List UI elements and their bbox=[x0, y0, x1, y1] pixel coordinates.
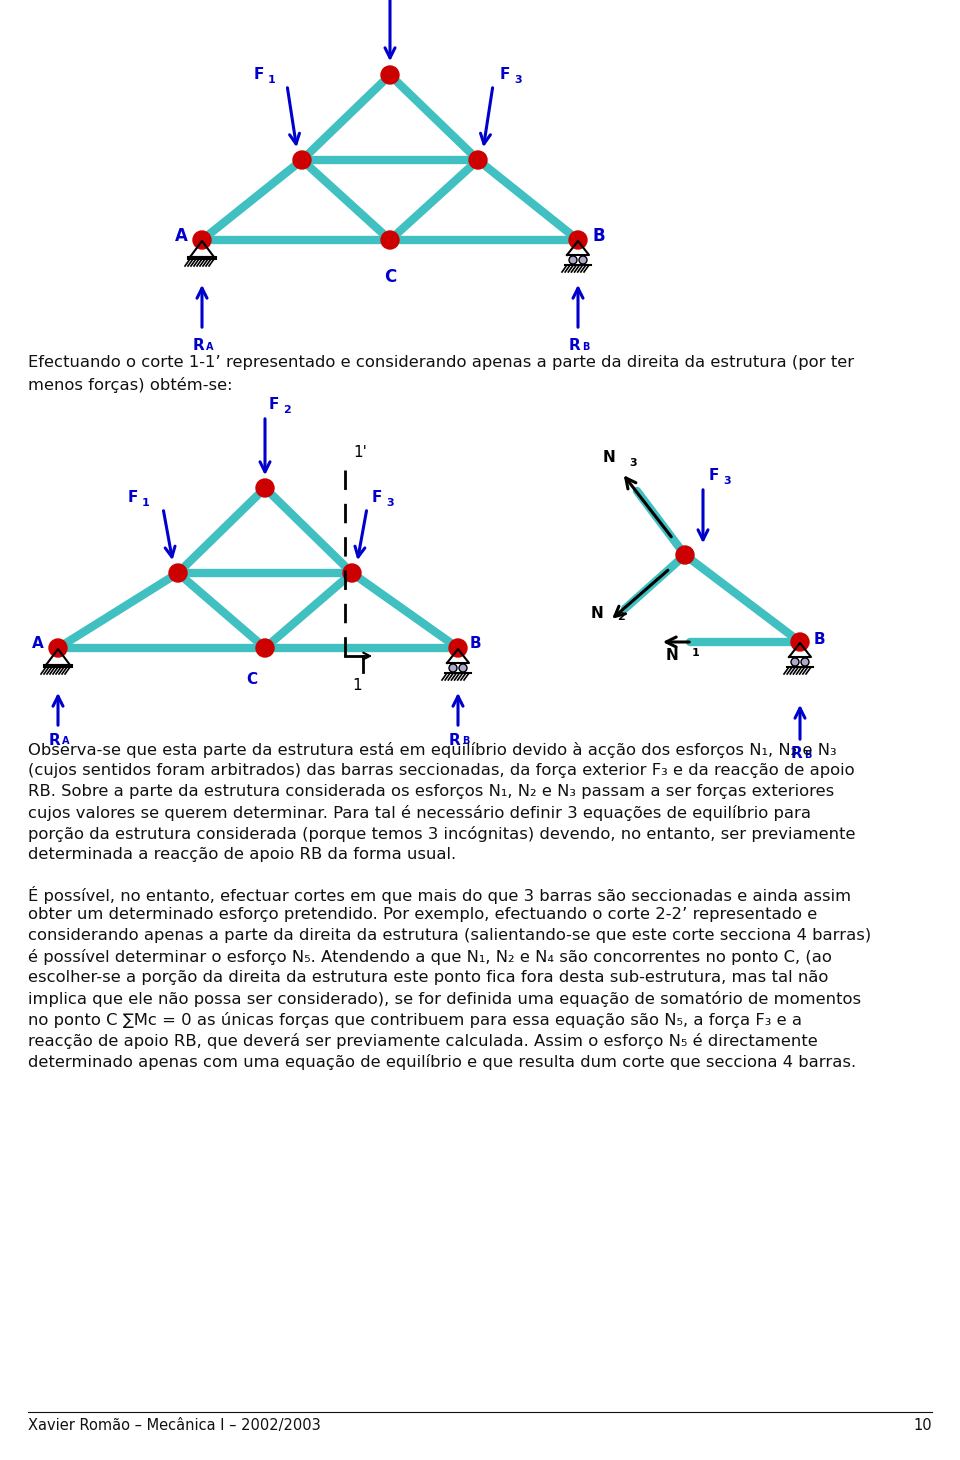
Text: F: F bbox=[372, 491, 382, 505]
Text: no ponto C ∑Mᴄ = 0 as únicas forças que contribuem para essa equação são N₅, a f: no ponto C ∑Mᴄ = 0 as únicas forças que … bbox=[28, 1012, 802, 1028]
Circle shape bbox=[791, 634, 809, 651]
Text: B: B bbox=[592, 226, 605, 245]
Text: 1: 1 bbox=[142, 498, 150, 508]
Text: determinada a reacção de apoio RB da forma usual.: determinada a reacção de apoio RB da for… bbox=[28, 847, 456, 861]
Text: R: R bbox=[48, 733, 60, 748]
Circle shape bbox=[343, 564, 361, 583]
Text: 10: 10 bbox=[913, 1418, 932, 1434]
Circle shape bbox=[569, 231, 587, 250]
Text: B: B bbox=[804, 750, 811, 761]
Text: Xavier Romão – Mecânica I – 2002/2003: Xavier Romão – Mecânica I – 2002/2003 bbox=[28, 1418, 321, 1434]
Text: A: A bbox=[62, 736, 69, 746]
Circle shape bbox=[193, 231, 211, 250]
Text: F: F bbox=[500, 67, 511, 82]
Text: (cujos sentidos foram arbitrados) das barras seccionadas, da força exterior F₃ e: (cujos sentidos foram arbitrados) das ba… bbox=[28, 764, 854, 778]
Circle shape bbox=[293, 150, 311, 169]
Text: A: A bbox=[33, 637, 44, 651]
Text: C: C bbox=[246, 672, 257, 688]
Text: 1: 1 bbox=[352, 677, 362, 694]
Text: 1': 1' bbox=[353, 445, 367, 460]
Circle shape bbox=[256, 639, 274, 657]
Text: RB. Sobre a parte da estrutura considerada os esforços N₁, N₂ e N₃ passam a ser : RB. Sobre a parte da estrutura considera… bbox=[28, 784, 834, 799]
Text: R: R bbox=[192, 339, 204, 353]
Text: 3: 3 bbox=[629, 458, 636, 469]
Text: 3: 3 bbox=[723, 476, 731, 486]
Circle shape bbox=[381, 231, 399, 250]
Text: N: N bbox=[590, 606, 603, 620]
Text: menos forças) obtém-se:: menos forças) obtém-se: bbox=[28, 377, 232, 393]
Text: porção da estrutura considerada (porque temos 3 incógnitas) devendo, no entanto,: porção da estrutura considerada (porque … bbox=[28, 826, 855, 842]
Circle shape bbox=[449, 664, 457, 672]
Text: B: B bbox=[462, 736, 469, 746]
Text: A: A bbox=[206, 342, 213, 352]
Circle shape bbox=[469, 150, 487, 169]
Text: 1: 1 bbox=[268, 74, 276, 85]
Text: B: B bbox=[814, 632, 826, 647]
Text: F: F bbox=[269, 397, 279, 412]
Circle shape bbox=[256, 479, 274, 496]
Text: F: F bbox=[709, 469, 719, 483]
Text: F: F bbox=[254, 67, 264, 82]
Text: N: N bbox=[665, 648, 678, 663]
Circle shape bbox=[579, 255, 587, 264]
Text: É possível, no entanto, efectuar cortes em que mais do que 3 barras são secciona: É possível, no entanto, efectuar cortes … bbox=[28, 886, 852, 904]
Text: B: B bbox=[470, 637, 482, 651]
Text: Efectuando o corte 1-1’ representado e considerando apenas a parte da direita da: Efectuando o corte 1-1’ representado e c… bbox=[28, 355, 854, 369]
Text: 1: 1 bbox=[692, 648, 700, 658]
Text: R: R bbox=[568, 339, 580, 353]
Text: implica que ele não possa ser considerado), se for definida uma equação de somat: implica que ele não possa ser considerad… bbox=[28, 991, 861, 1007]
Text: determinado apenas com uma equação de equilíbrio e que resulta dum corte que sec: determinado apenas com uma equação de eq… bbox=[28, 1054, 856, 1070]
Text: A: A bbox=[175, 226, 188, 245]
Text: cujos valores se querem determinar. Para tal é necessário definir 3 equações de : cujos valores se querem determinar. Para… bbox=[28, 804, 811, 821]
Text: B: B bbox=[582, 342, 589, 352]
Text: 2: 2 bbox=[617, 612, 625, 622]
Circle shape bbox=[449, 639, 467, 657]
Text: R: R bbox=[790, 746, 802, 761]
Text: F: F bbox=[128, 491, 138, 505]
Text: 2: 2 bbox=[283, 404, 291, 415]
Text: Observa-se que esta parte da estrutura está em equilíbrio devido à acção dos esf: Observa-se que esta parte da estrutura e… bbox=[28, 742, 836, 758]
Text: considerando apenas a parte da direita da estrutura (salientando-se que este cor: considerando apenas a parte da direita d… bbox=[28, 929, 872, 943]
Text: R: R bbox=[448, 733, 460, 748]
Text: obter um determinado esforço pretendido. Por exemplo, efectuando o corte 2-2’ re: obter um determinado esforço pretendido.… bbox=[28, 907, 817, 923]
Text: N: N bbox=[602, 450, 615, 464]
Text: é possível determinar o esforço N₅. Atendendo a que N₁, N₂ e N₄ são concorrentes: é possível determinar o esforço N₅. Aten… bbox=[28, 949, 832, 965]
Circle shape bbox=[791, 658, 799, 666]
Circle shape bbox=[459, 664, 467, 672]
Circle shape bbox=[676, 546, 694, 564]
Circle shape bbox=[381, 66, 399, 85]
Circle shape bbox=[49, 639, 67, 657]
Text: reacção de apoio RB, que deverá ser previamente calculada. Assim o esforço N₅ é : reacção de apoio RB, que deverá ser prev… bbox=[28, 1034, 818, 1048]
Circle shape bbox=[801, 658, 809, 666]
Text: 3: 3 bbox=[514, 74, 521, 85]
Text: 3: 3 bbox=[386, 498, 394, 508]
Text: C: C bbox=[384, 269, 396, 286]
Circle shape bbox=[169, 564, 187, 583]
Text: escolher-se a porção da direita da estrutura este ponto fica fora desta sub-estr: escolher-se a porção da direita da estru… bbox=[28, 969, 828, 986]
Circle shape bbox=[569, 255, 577, 264]
